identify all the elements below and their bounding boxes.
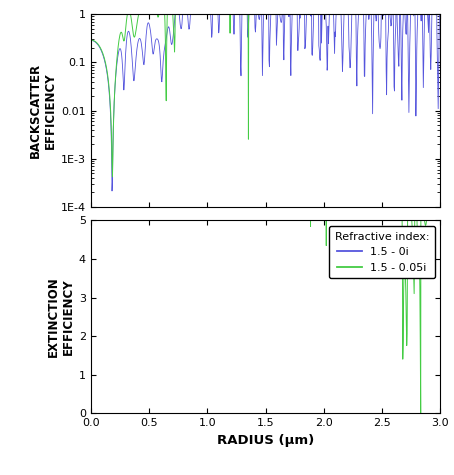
Legend: 1.5 - 0i, 1.5 - 0.05i: 1.5 - 0i, 1.5 - 0.05i <box>329 226 435 278</box>
Y-axis label: BACKSCATTER
EFFICIENCY: BACKSCATTER EFFICIENCY <box>29 63 57 158</box>
X-axis label: RADIUS (μm): RADIUS (μm) <box>217 434 314 446</box>
Y-axis label: EXTINCTION
EFFICIENCY: EXTINCTION EFFICIENCY <box>47 276 74 357</box>
